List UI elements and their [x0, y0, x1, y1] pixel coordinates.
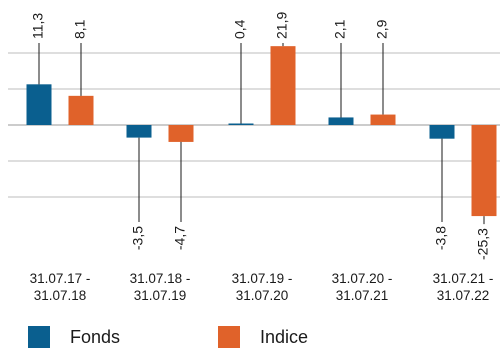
data-label-fonds-1: -3,5: [130, 226, 146, 250]
category-label: 31.07.20 - 31.07.21: [331, 271, 393, 303]
legend-swatch-indice: [218, 326, 240, 348]
category-label: 31.07.18 - 31.07.19: [129, 271, 191, 303]
legend-swatch-fonds: [28, 326, 50, 348]
data-label-indice-3: 2,9: [374, 19, 390, 39]
bar-fonds-3: [328, 117, 354, 125]
legend-item-indice: Indice: [218, 326, 308, 348]
legend-label-indice: Indice: [260, 326, 309, 347]
bar-fonds-4: [429, 125, 455, 139]
data-label-fonds-2: 0,4: [232, 19, 248, 39]
bar-indice-1: [168, 125, 194, 142]
bar-indice-4: [471, 125, 497, 217]
bar-indice-3: [370, 114, 396, 125]
bar-fonds-2: [228, 123, 254, 125]
category-label: 31.07.19 - 31.07.20: [231, 271, 293, 303]
bar-indice-0: [68, 95, 94, 125]
bar-fonds-1: [126, 125, 152, 138]
legend-label-fonds: Fonds: [70, 326, 121, 347]
data-label-indice-1: -4,7: [172, 226, 188, 250]
data-label-fonds-0: 11,3: [30, 13, 46, 39]
data-label-fonds-4: -3,8: [433, 226, 449, 250]
legend-item-fonds: Fonds: [28, 326, 120, 348]
bar-fonds-0: [26, 84, 52, 125]
data-label-indice-4: -25,3: [475, 228, 491, 260]
bar-indice-2: [270, 46, 296, 125]
data-label-indice-2: 21,9: [274, 12, 290, 39]
data-label-indice-0: 8,1: [72, 19, 88, 39]
category-label: 31.07.21 - 31.07.22: [432, 271, 494, 303]
category-label: 31.07.17 - 31.07.18: [29, 271, 91, 303]
data-label-fonds-3: 2,1: [332, 19, 348, 39]
